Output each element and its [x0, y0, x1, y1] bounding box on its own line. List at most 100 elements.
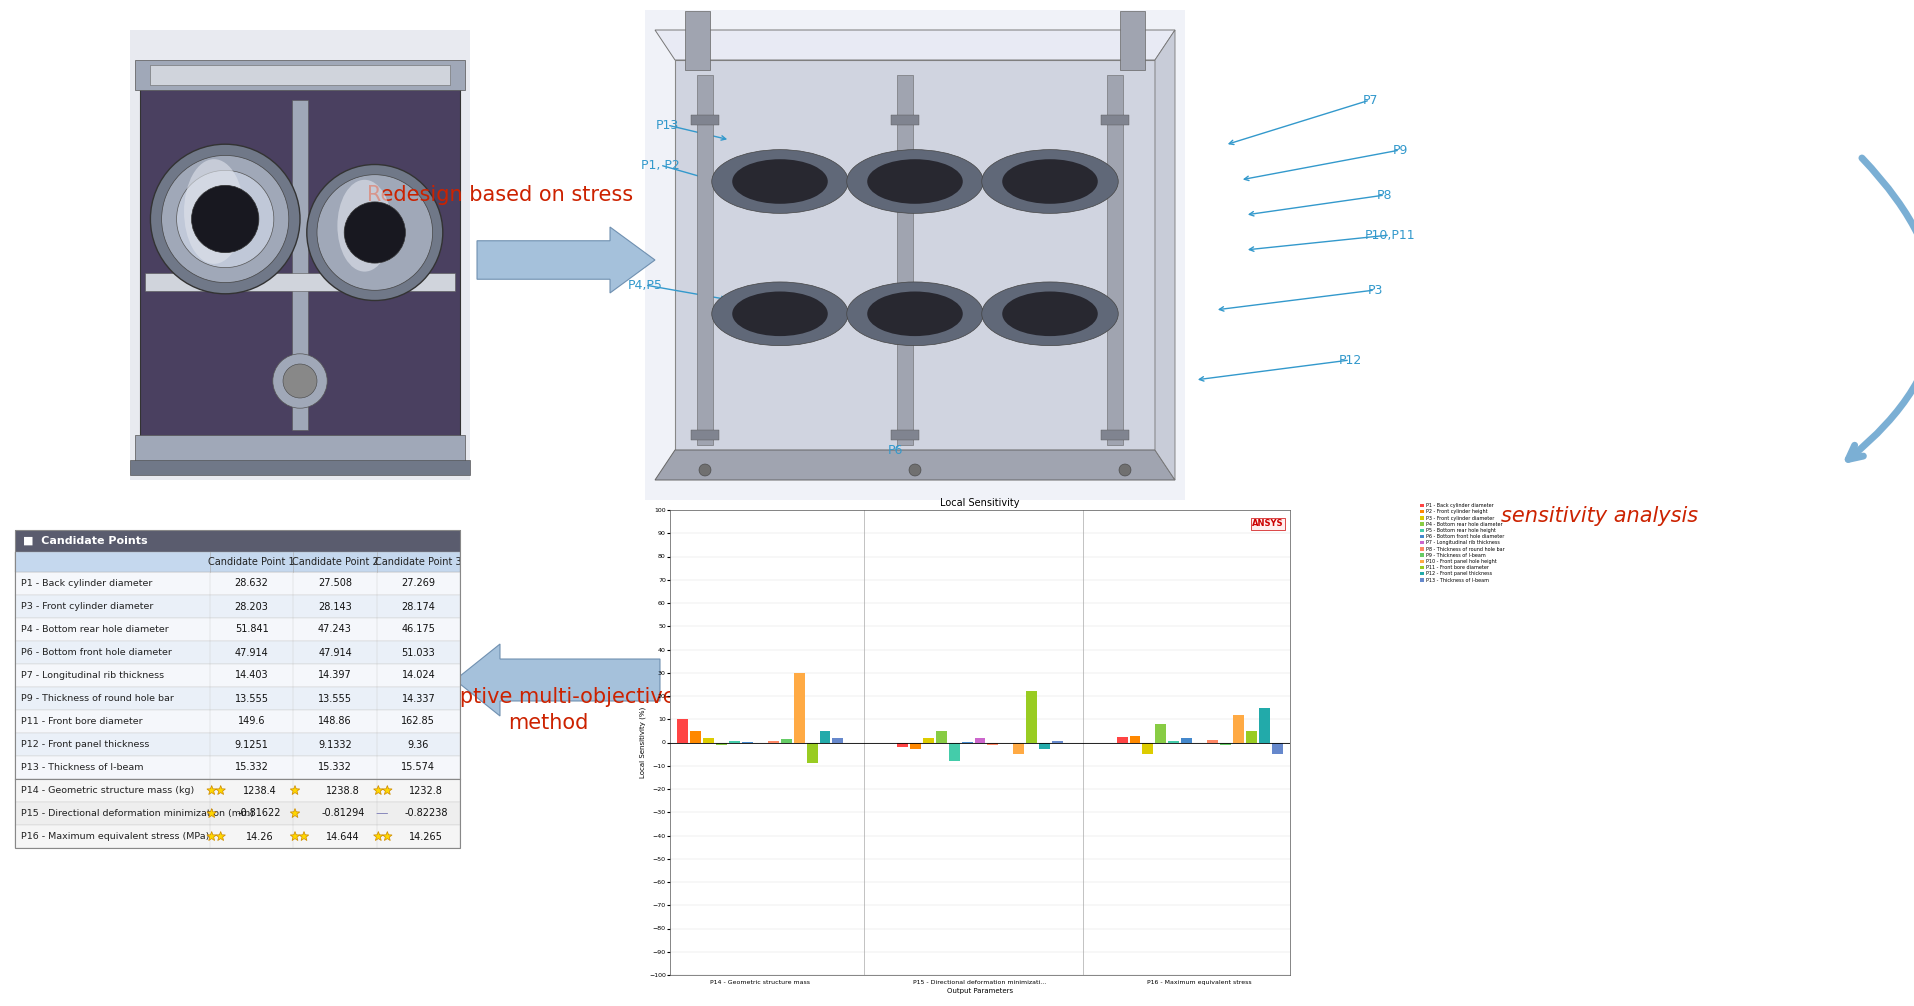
Text: 47.914: 47.914	[318, 648, 352, 658]
Text: P9: P9	[1391, 144, 1407, 157]
Ellipse shape	[733, 159, 827, 204]
Ellipse shape	[1003, 292, 1099, 336]
Text: P12 - Front panel thickness: P12 - Front panel thickness	[21, 740, 149, 749]
Bar	[691, 731, 701, 742]
Text: P15 - Directional deformation minimization (mm): P15 - Directional deformation minimizati…	[21, 809, 255, 818]
FancyBboxPatch shape	[15, 802, 459, 825]
Text: 9.1251: 9.1251	[235, 739, 268, 749]
Bar	[136, 435, 465, 470]
Text: 27.508: 27.508	[318, 578, 352, 589]
Bar	[949, 742, 959, 762]
Circle shape	[318, 175, 433, 291]
Text: P1 - Back cylinder diameter: P1 - Back cylinder diameter	[21, 579, 153, 588]
Bar	[1246, 731, 1257, 742]
Ellipse shape	[712, 282, 848, 346]
Bar	[1116, 736, 1127, 742]
Polygon shape	[1154, 30, 1175, 480]
Bar	[1053, 741, 1062, 742]
Bar	[1039, 742, 1051, 749]
Polygon shape	[655, 30, 1175, 60]
Legend: P1 - Back cylinder diameter, P2 - Front cylinder height, P3 - Front cylinder dia: P1 - Back cylinder diameter, P2 - Front …	[1420, 503, 1504, 582]
Circle shape	[306, 165, 442, 301]
Text: P4,P5: P4,P5	[628, 279, 662, 292]
Text: 14.403: 14.403	[235, 671, 268, 680]
Bar	[1120, 11, 1145, 70]
Bar	[892, 430, 919, 440]
Text: 14.337: 14.337	[402, 693, 434, 703]
Text: P8: P8	[1378, 188, 1393, 201]
Text: 1232.8: 1232.8	[410, 786, 444, 796]
Text: 28.203: 28.203	[235, 602, 268, 612]
Text: Candidate Point 1: Candidate Point 1	[209, 557, 295, 567]
Text: 14.644: 14.644	[325, 832, 360, 841]
FancyBboxPatch shape	[15, 687, 459, 710]
Text: P11 - Front bore diameter: P11 - Front bore diameter	[21, 717, 144, 726]
Text: 9.36: 9.36	[408, 739, 429, 749]
Text: P13 - Thickness of I-beam: P13 - Thickness of I-beam	[21, 763, 144, 772]
FancyArrowPatch shape	[1849, 158, 1914, 460]
Text: P9 - Thickness of round hole bar: P9 - Thickness of round hole bar	[21, 694, 174, 703]
Text: P4 - Bottom rear hole diameter: P4 - Bottom rear hole diameter	[21, 625, 168, 634]
Text: —: —	[375, 807, 387, 820]
FancyBboxPatch shape	[15, 733, 459, 756]
Bar	[678, 719, 689, 742]
Text: 14.265: 14.265	[410, 832, 444, 841]
FancyBboxPatch shape	[15, 779, 459, 802]
Polygon shape	[383, 786, 392, 795]
Text: Candidate Point 3: Candidate Point 3	[375, 557, 461, 567]
Polygon shape	[291, 809, 300, 818]
Title: Local Sensitivity: Local Sensitivity	[940, 498, 1020, 508]
Text: 47.914: 47.914	[235, 648, 268, 658]
Text: ■  Candidate Points: ■ Candidate Points	[23, 536, 147, 546]
Ellipse shape	[337, 180, 392, 272]
Polygon shape	[207, 832, 216, 841]
Ellipse shape	[733, 292, 827, 336]
FancyBboxPatch shape	[15, 710, 459, 733]
X-axis label: Output Parameters: Output Parameters	[947, 988, 1013, 994]
Bar	[909, 742, 921, 749]
Bar	[716, 742, 727, 744]
Bar	[1101, 430, 1129, 440]
FancyBboxPatch shape	[15, 530, 459, 552]
Text: P7: P7	[1363, 94, 1378, 107]
Bar	[1129, 735, 1141, 742]
Bar	[1181, 737, 1192, 742]
Bar	[685, 11, 710, 70]
Text: P12: P12	[1338, 353, 1361, 366]
Ellipse shape	[712, 150, 848, 213]
Bar	[130, 460, 471, 475]
Polygon shape	[291, 832, 300, 841]
Ellipse shape	[982, 282, 1118, 346]
Text: 15.332: 15.332	[235, 763, 268, 773]
FancyBboxPatch shape	[15, 618, 459, 641]
Text: P7 - Longitudinal rib thickness: P7 - Longitudinal rib thickness	[21, 671, 165, 680]
FancyBboxPatch shape	[15, 552, 459, 572]
Bar	[781, 739, 792, 742]
Text: P1, P2: P1, P2	[641, 159, 679, 171]
Text: -0.81622: -0.81622	[237, 809, 281, 819]
Text: 28.174: 28.174	[402, 602, 434, 612]
Text: 15.332: 15.332	[318, 763, 352, 773]
Circle shape	[191, 185, 258, 253]
Polygon shape	[383, 832, 392, 841]
Ellipse shape	[1003, 159, 1099, 204]
FancyBboxPatch shape	[15, 825, 459, 848]
Polygon shape	[456, 644, 660, 716]
Circle shape	[274, 354, 327, 408]
Text: 1238.8: 1238.8	[325, 786, 360, 796]
Text: 9.1332: 9.1332	[318, 739, 352, 749]
Text: 15.574: 15.574	[402, 763, 434, 773]
Text: 148.86: 148.86	[318, 716, 352, 726]
Text: P10,P11: P10,P11	[1365, 228, 1414, 241]
Bar	[676, 60, 1154, 450]
Polygon shape	[216, 832, 226, 841]
Bar	[936, 731, 947, 742]
Bar	[1208, 740, 1217, 742]
Bar	[145, 273, 456, 291]
Circle shape	[176, 170, 274, 268]
Ellipse shape	[846, 282, 984, 346]
Polygon shape	[291, 786, 300, 795]
FancyBboxPatch shape	[15, 664, 459, 687]
FancyBboxPatch shape	[15, 641, 459, 664]
Bar	[1026, 691, 1037, 742]
